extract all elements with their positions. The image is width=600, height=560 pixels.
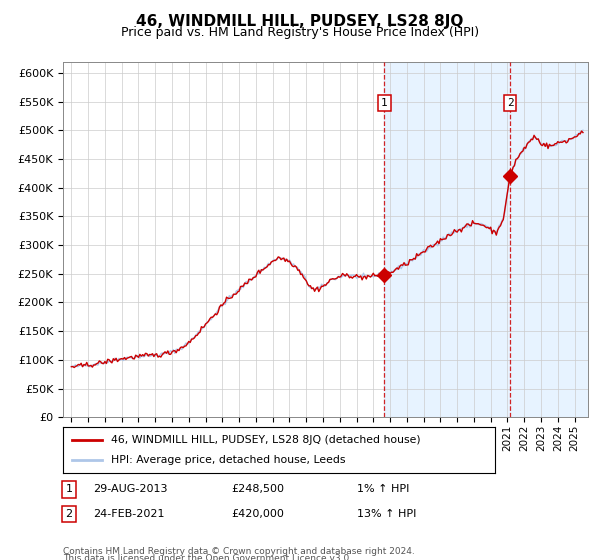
- Text: 1: 1: [65, 484, 73, 494]
- Bar: [385, 62, 600, 417]
- Text: £420,000: £420,000: [231, 509, 284, 519]
- Text: Contains HM Land Registry data © Crown copyright and database right 2024.: Contains HM Land Registry data © Crown c…: [63, 547, 415, 556]
- Text: Price paid vs. HM Land Registry's House Price Index (HPI): Price paid vs. HM Land Registry's House …: [121, 26, 479, 39]
- Text: 13% ↑ HPI: 13% ↑ HPI: [357, 509, 416, 519]
- Text: £248,500: £248,500: [231, 484, 284, 494]
- Text: 46, WINDMILL HILL, PUDSEY, LS28 8JQ: 46, WINDMILL HILL, PUDSEY, LS28 8JQ: [136, 14, 464, 29]
- Text: 2: 2: [506, 98, 514, 108]
- Text: 1: 1: [381, 98, 388, 108]
- Text: 24-FEB-2021: 24-FEB-2021: [93, 509, 164, 519]
- Text: 2: 2: [65, 509, 73, 519]
- Text: 1% ↑ HPI: 1% ↑ HPI: [357, 484, 409, 494]
- Text: 46, WINDMILL HILL, PUDSEY, LS28 8JQ (detached house): 46, WINDMILL HILL, PUDSEY, LS28 8JQ (det…: [110, 435, 420, 445]
- Text: 29-AUG-2013: 29-AUG-2013: [93, 484, 167, 494]
- Text: This data is licensed under the Open Government Licence v3.0.: This data is licensed under the Open Gov…: [63, 554, 352, 560]
- Text: HPI: Average price, detached house, Leeds: HPI: Average price, detached house, Leed…: [110, 455, 345, 465]
